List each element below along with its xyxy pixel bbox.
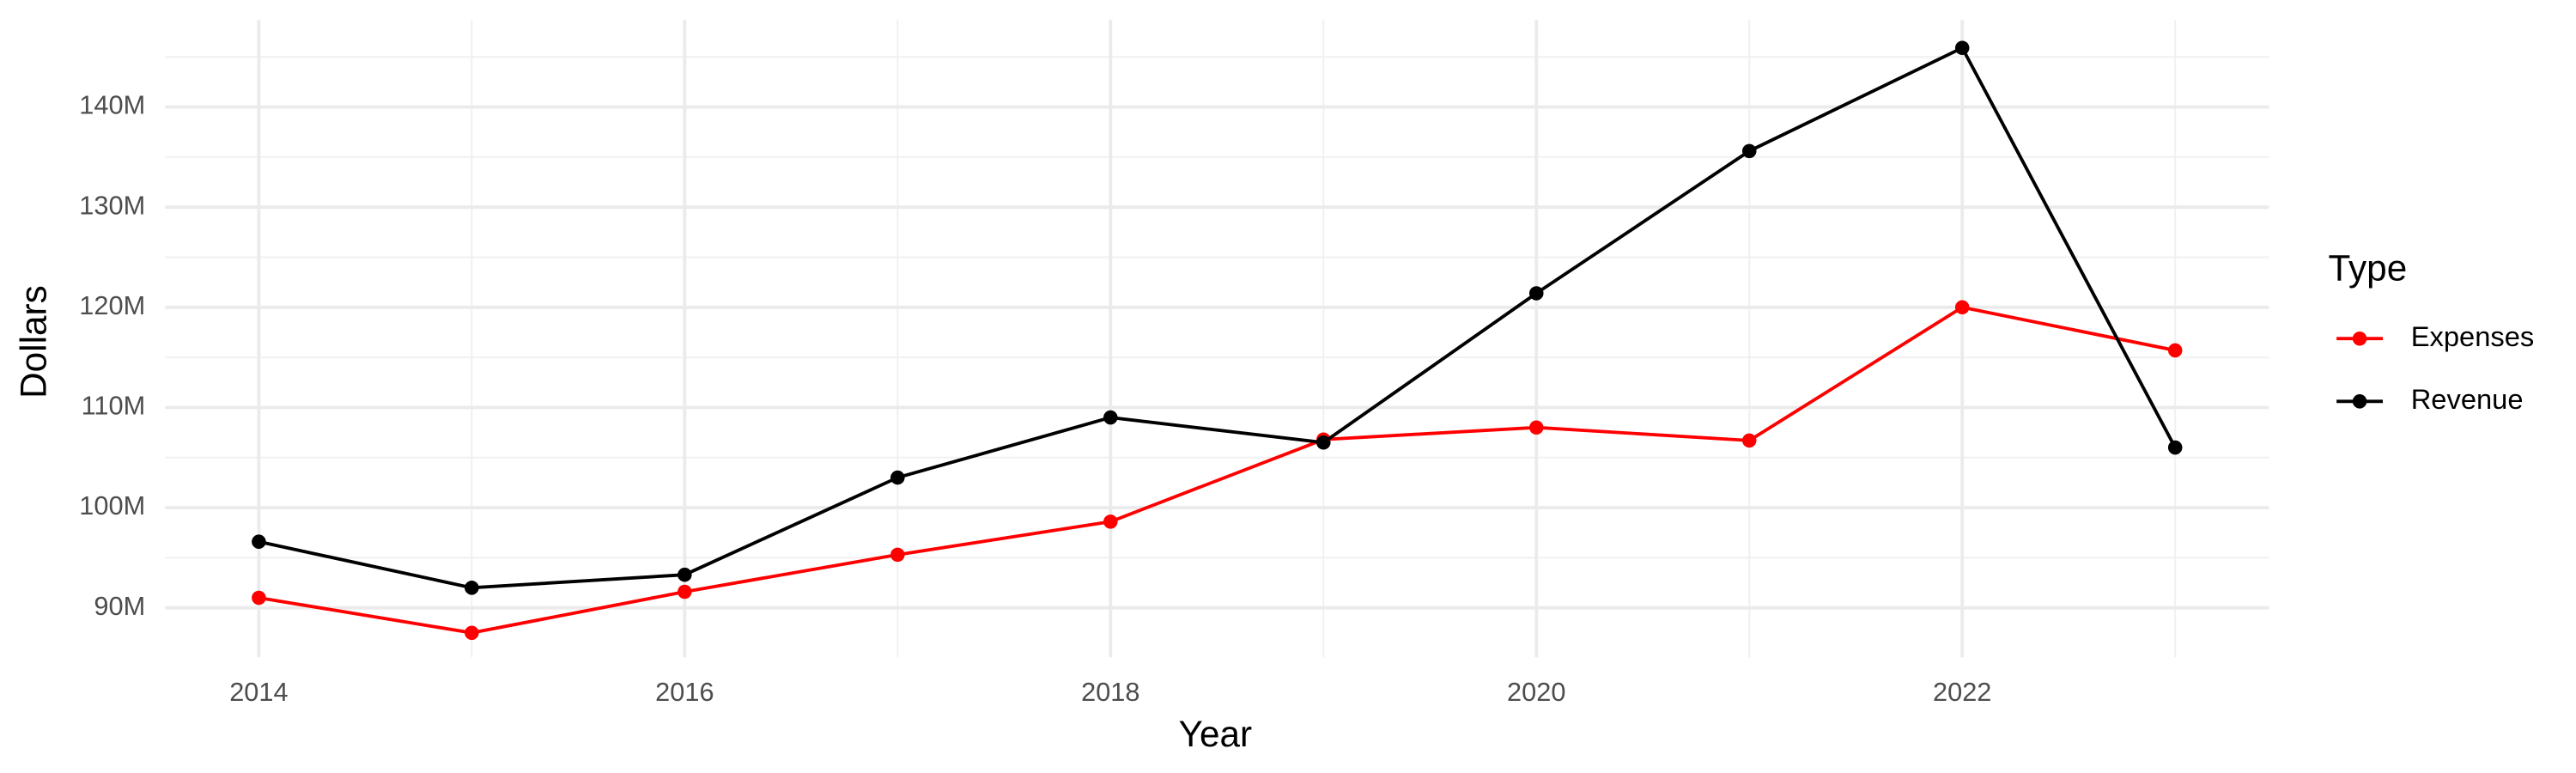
data-point: [252, 590, 266, 606]
data-point: [1741, 433, 1757, 448]
data-point: [1954, 300, 1970, 315]
legend-label: Expenses: [2411, 320, 2535, 352]
data-point: [1316, 435, 1331, 450]
x-tick-label: 2016: [655, 677, 714, 707]
grid: [165, 20, 2269, 658]
data-point: [1529, 286, 1544, 301]
data-point: [890, 470, 905, 485]
x-tick-label: 2018: [1081, 677, 1139, 707]
y-tick-label: 130M: [79, 190, 145, 220]
series-line: [258, 305, 2176, 635]
x-tick-label: 2022: [1933, 677, 1991, 707]
legend-title: Type: [2329, 248, 2408, 289]
x-tick-label: 2014: [229, 677, 288, 707]
data-point: [1103, 410, 1118, 425]
y-tick-label: 120M: [79, 290, 145, 320]
series: [252, 40, 2183, 595]
data-point: [2167, 440, 2183, 455]
data-point: [2167, 343, 2183, 358]
data-point: [465, 625, 479, 641]
legend-label: Revenue: [2411, 383, 2524, 415]
series: [252, 300, 2183, 641]
y-axis-title: Dollars: [13, 285, 53, 399]
legend-swatch-point: [2352, 331, 2367, 346]
legend-swatch-point: [2352, 394, 2367, 409]
y-tick-label: 100M: [79, 490, 145, 520]
data-point: [890, 547, 905, 563]
y-tick-label: 110M: [82, 391, 146, 421]
x-tick-label: 2020: [1507, 677, 1565, 707]
y-tick-label: 140M: [79, 90, 145, 120]
series-line: [258, 46, 2177, 590]
data-point: [677, 584, 692, 600]
data-point: [465, 581, 479, 595]
data-point: [677, 567, 692, 582]
x-axis-title: Year: [1179, 714, 1252, 754]
data-point: [1954, 40, 1970, 56]
data-point: [1741, 143, 1757, 159]
data-point: [1103, 514, 1118, 529]
y-tick-label: 90M: [94, 591, 145, 621]
data-point: [1529, 420, 1544, 435]
data-point: [252, 534, 266, 549]
